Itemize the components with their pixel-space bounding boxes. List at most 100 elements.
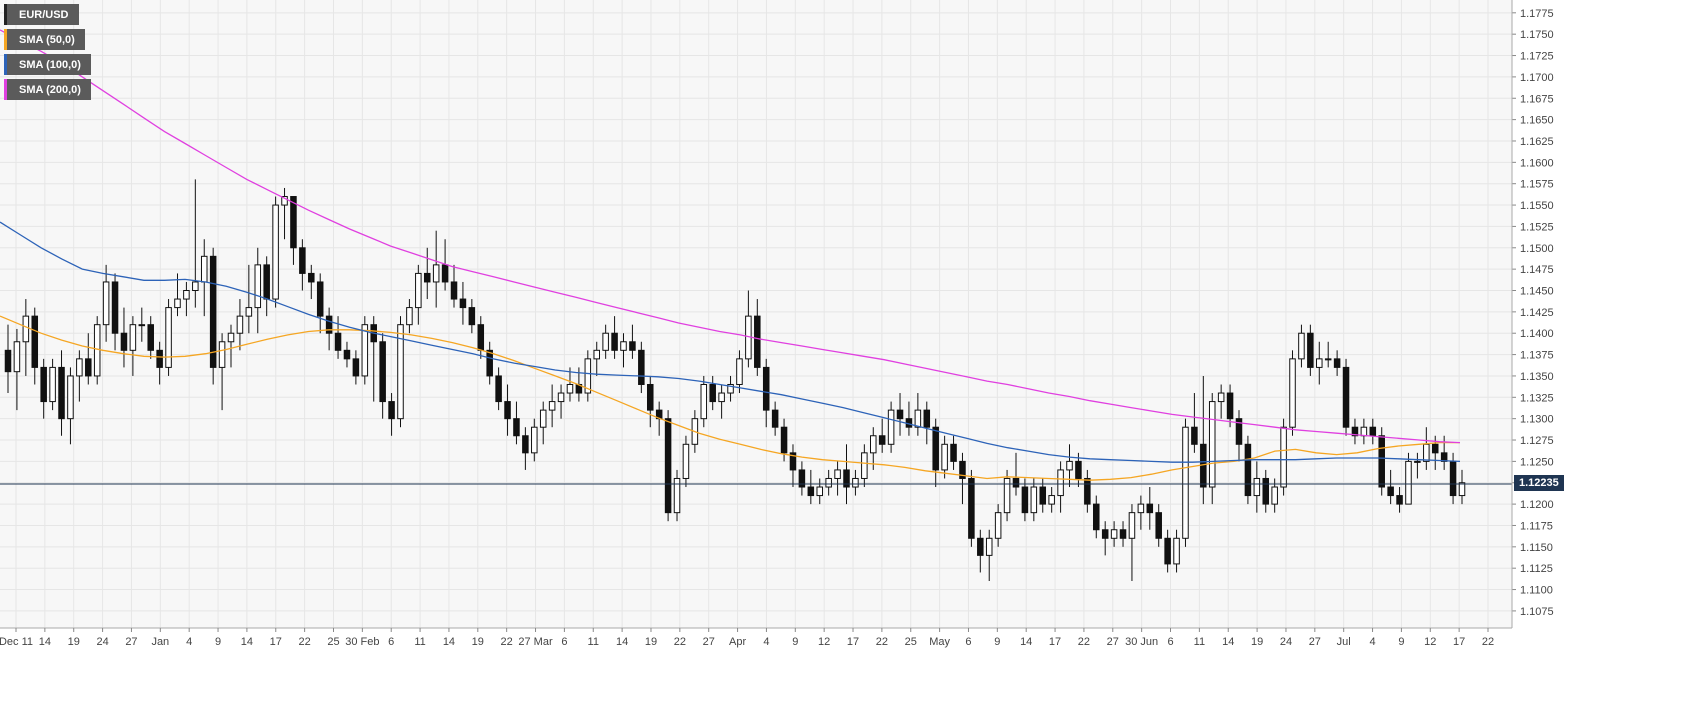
legend-item-sma200[interactable]: SMA (200,0) xyxy=(4,79,91,100)
legend-swatch xyxy=(4,29,7,50)
sma-line xyxy=(0,221,1461,463)
y-tick-label: 1.1175 xyxy=(1520,520,1553,532)
legend-label: SMA (200,0) xyxy=(19,83,81,96)
candle-body xyxy=(1316,358,1323,368)
candle-body xyxy=(798,469,806,488)
candle-body xyxy=(1093,503,1100,531)
candle-body xyxy=(923,409,931,428)
candle-body xyxy=(1369,426,1377,437)
candle-body xyxy=(1235,418,1243,445)
sma-line xyxy=(0,315,1460,481)
candle-body xyxy=(1191,426,1198,445)
candles xyxy=(4,179,1466,582)
candle-body xyxy=(1360,426,1368,437)
candle-body xyxy=(602,332,609,351)
x-tick-label: 4 xyxy=(763,636,769,648)
x-tick-label: 30 Jun xyxy=(1125,636,1158,648)
y-tick-label: 1.1075 xyxy=(1520,606,1554,618)
x-tick-label: Apr xyxy=(729,636,746,648)
x-tick-label: Dec 11 xyxy=(0,636,33,648)
x-tick-label: 27 xyxy=(125,636,137,648)
candle-body xyxy=(504,401,511,420)
candle-body xyxy=(700,383,708,420)
candle-body xyxy=(985,537,993,556)
legend-item-sma100[interactable]: SMA (100,0) xyxy=(4,54,91,75)
candle-body xyxy=(566,383,574,394)
candle-body xyxy=(1298,332,1305,360)
candle-body xyxy=(1110,529,1118,539)
y-tick-label: 1.1550 xyxy=(1520,200,1554,212)
candle-body xyxy=(495,375,502,403)
candle-body xyxy=(780,426,788,454)
candle-body xyxy=(1146,503,1154,514)
candle-body xyxy=(1449,460,1457,497)
candle-body xyxy=(183,290,190,300)
candle-body xyxy=(1075,460,1082,479)
x-tick-label: 19 xyxy=(1251,636,1263,648)
candle-body xyxy=(156,349,163,368)
x-tick-label: 9 xyxy=(792,636,798,648)
y-tick-label: 1.1775 xyxy=(1520,8,1554,20)
x-tick-label: 11 xyxy=(414,636,425,648)
candle-body xyxy=(200,255,208,283)
legend: EUR/USD SMA (50,0) SMA (100,0) SMA (200,… xyxy=(4,4,91,104)
candle-body xyxy=(539,409,547,428)
x-tick-label: 27 xyxy=(703,636,715,648)
candle-body xyxy=(13,341,21,373)
candle-body xyxy=(67,375,74,420)
candle-body xyxy=(1458,482,1466,497)
candle-body xyxy=(1164,537,1171,565)
candle-body xyxy=(111,281,119,334)
x-tick-label: 22 xyxy=(674,636,686,648)
x-tick-label: 9 xyxy=(215,636,221,648)
y-tick-label: 1.1600 xyxy=(1520,157,1554,169)
candle-body xyxy=(147,324,154,351)
y-tick-label: 1.1575 xyxy=(1520,179,1554,191)
candle-body xyxy=(441,264,449,283)
candle-body xyxy=(1066,460,1073,471)
x-tick-label: 14 xyxy=(443,636,455,648)
candle-body xyxy=(1101,529,1109,539)
candle-body xyxy=(513,418,520,437)
candle-body xyxy=(1244,443,1252,497)
legend-label: EUR/USD xyxy=(19,8,69,21)
x-tick-label: 14 xyxy=(241,636,253,648)
x-tick-label: 14 xyxy=(39,636,51,648)
y-tick-label: 1.1300 xyxy=(1520,414,1554,426)
candle-body xyxy=(1084,477,1091,505)
legend-item-sma50[interactable]: SMA (50,0) xyxy=(4,29,85,50)
candle-body xyxy=(593,349,601,360)
candle-body xyxy=(1280,426,1287,488)
y-tick-label: 1.1750 xyxy=(1520,29,1554,41)
candle-body xyxy=(584,358,592,394)
candle-body xyxy=(1012,477,1020,488)
legend-item-eurusd[interactable]: EUR/USD xyxy=(4,4,79,25)
x-tick-label: 17 xyxy=(1453,636,1465,648)
x-tick-label: 27 xyxy=(1107,636,1119,648)
candle-body xyxy=(325,315,333,334)
candle-body xyxy=(1387,486,1394,497)
candle-body xyxy=(316,281,324,317)
candle-body xyxy=(932,426,939,471)
candle-body xyxy=(1396,495,1403,505)
candle-body xyxy=(1030,486,1038,514)
candle-body xyxy=(771,409,779,428)
candle-body xyxy=(994,512,1002,539)
x-tick-label: 25 xyxy=(327,636,339,648)
y-tick-label: 1.1400 xyxy=(1520,328,1554,340)
y-tick-label: 1.1425 xyxy=(1520,307,1554,319)
candle-body xyxy=(709,383,716,403)
candle-body xyxy=(1333,358,1341,368)
y-tick-label: 1.1525 xyxy=(1520,221,1554,233)
candle-body xyxy=(620,341,627,351)
candle-body xyxy=(22,315,30,343)
x-tick-label: 9 xyxy=(1398,636,1404,648)
candle-body xyxy=(629,341,636,351)
x-tick-label: 11 xyxy=(588,636,599,648)
candle-body xyxy=(218,341,226,368)
candle-body xyxy=(120,332,128,351)
candle-body xyxy=(789,452,797,471)
candle-body xyxy=(1307,332,1314,368)
y-tick-label: 1.1475 xyxy=(1520,264,1554,276)
candle-body xyxy=(406,307,413,326)
